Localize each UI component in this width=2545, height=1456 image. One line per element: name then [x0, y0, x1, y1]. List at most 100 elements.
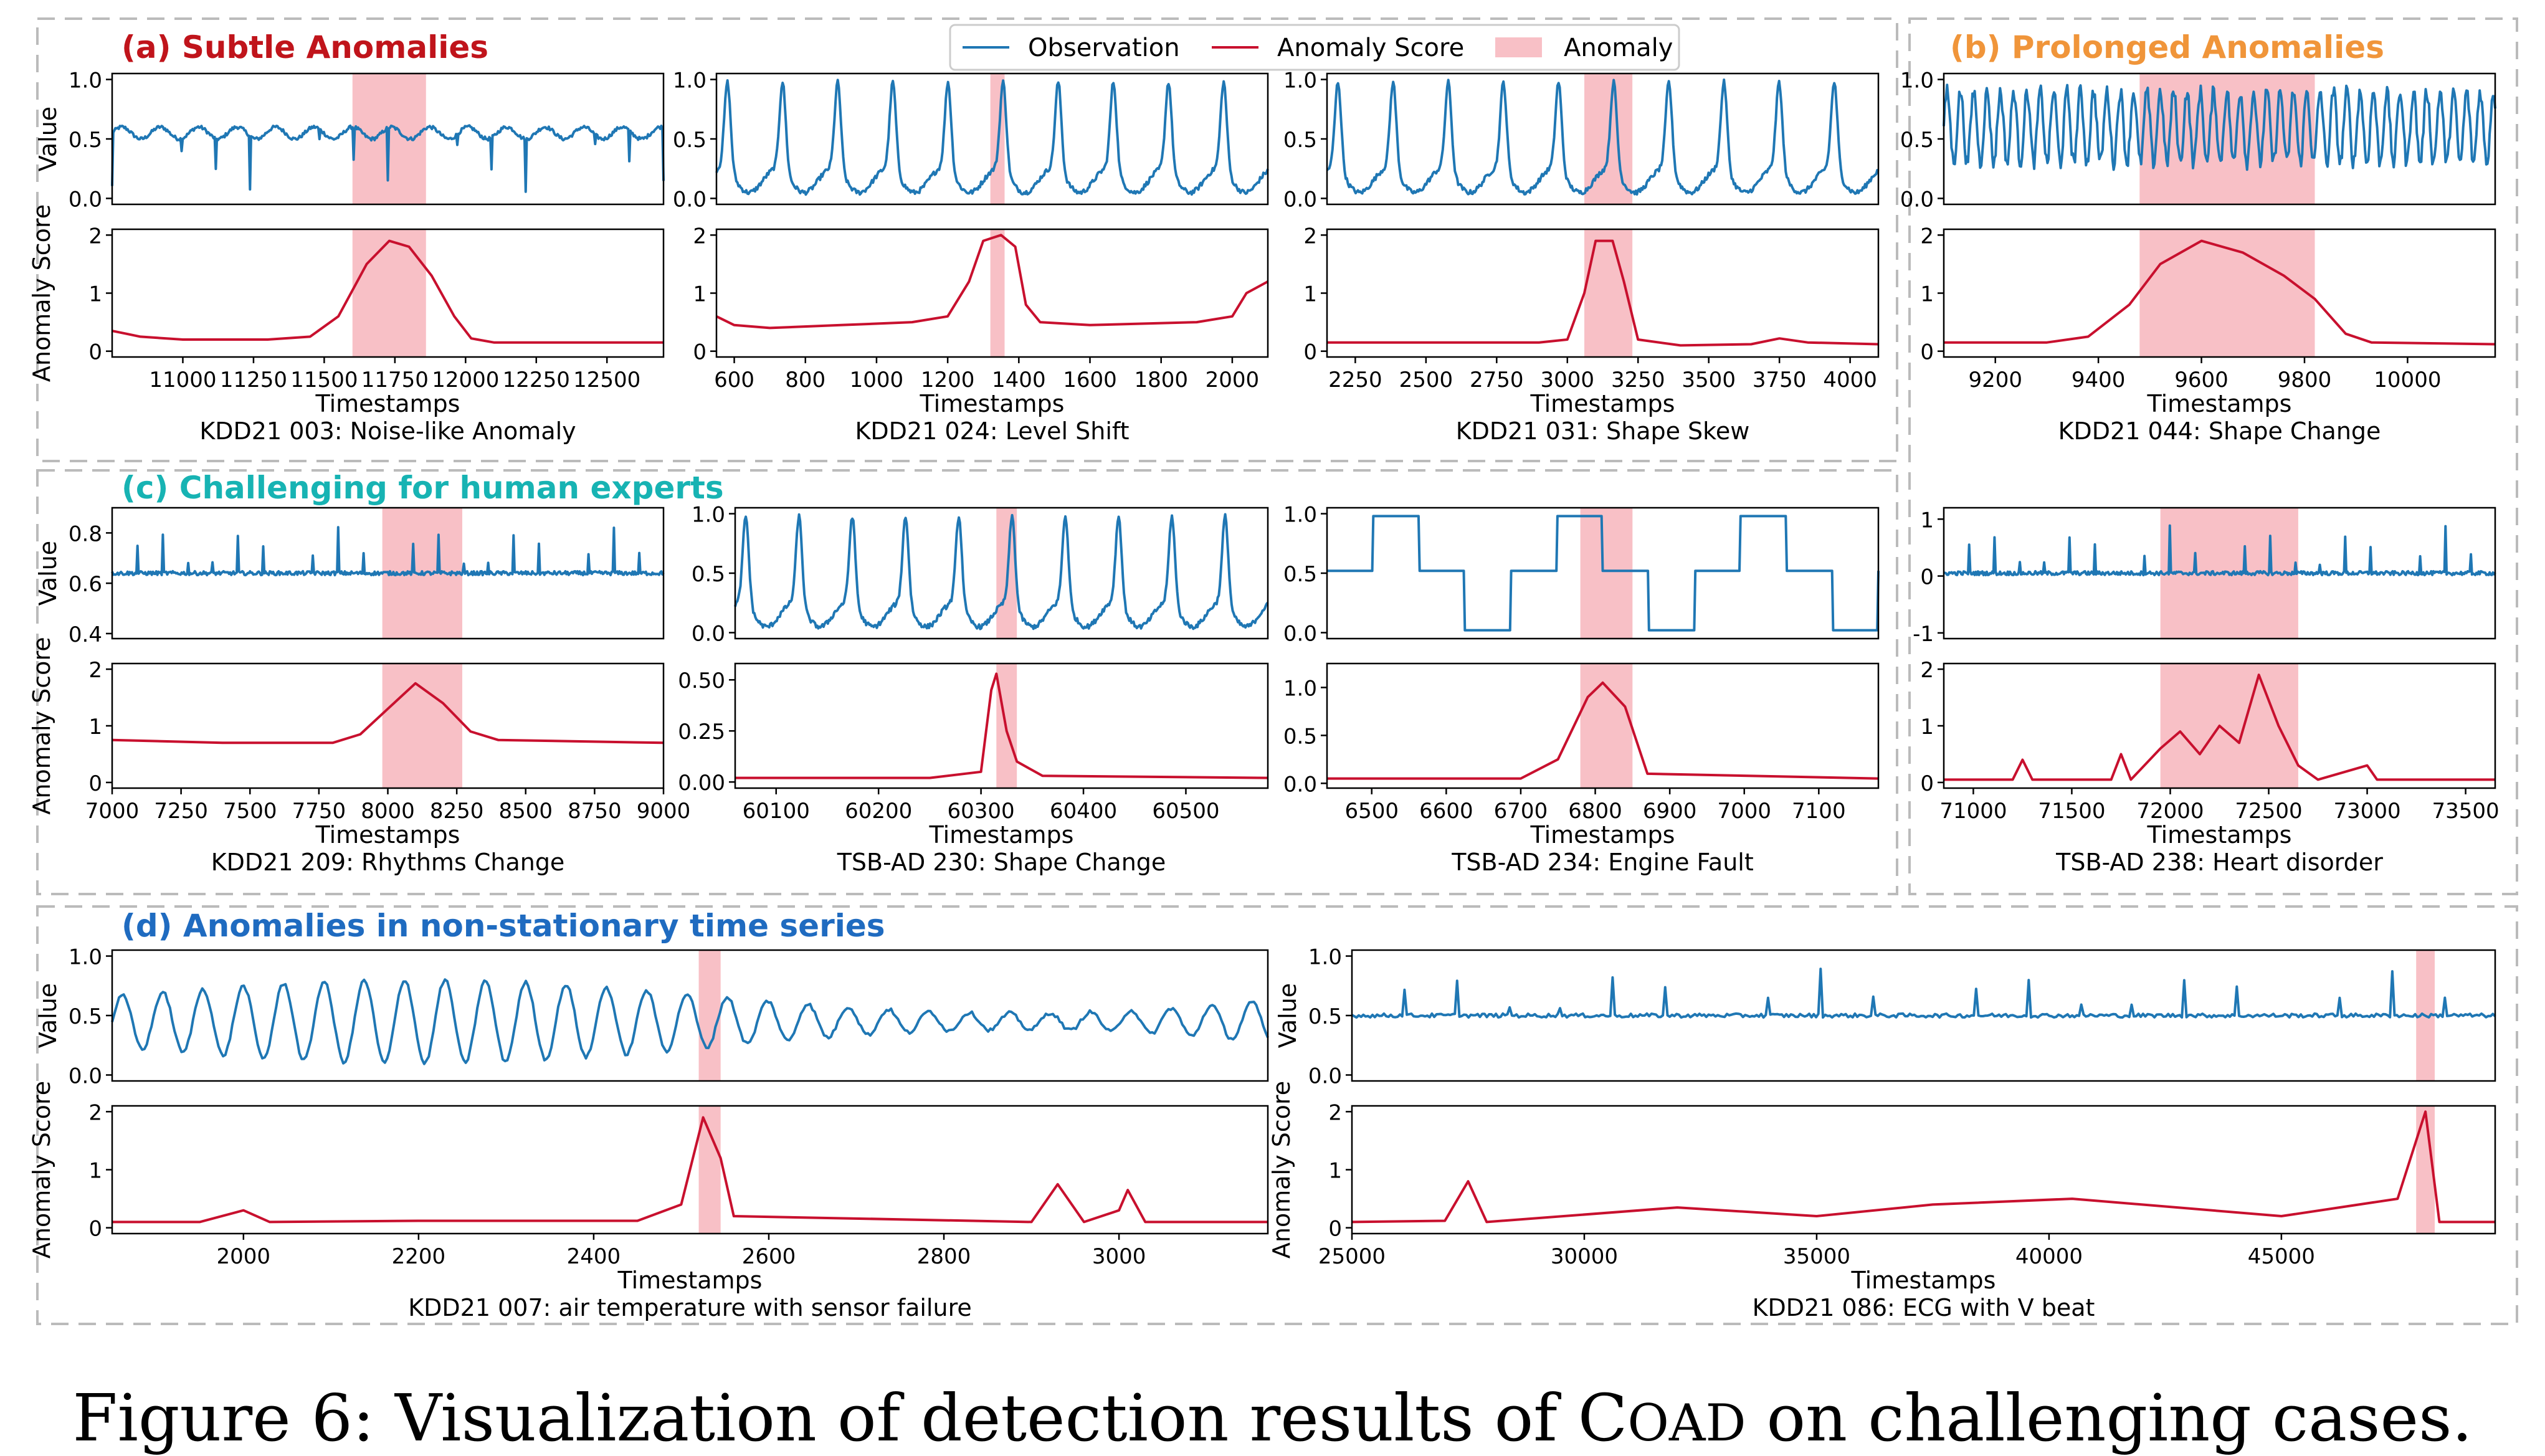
- score-series-line: [1327, 681, 1879, 780]
- observation-subplot: 0.0 0.5 1.0 Value: [34, 69, 665, 212]
- score-subplot: 0 1 2: [1303, 224, 1880, 365]
- y-tick-label: 0: [88, 340, 102, 365]
- y-tick-label: 1.0: [1283, 503, 1317, 528]
- y-tick-label: 0: [1328, 1217, 1342, 1242]
- panel-title: TSB-AD 238: Heart disorder: [2055, 849, 2383, 876]
- anomaly-band: [1580, 508, 1633, 639]
- group-title-d: (d) Anomalies in non-stationary time ser…: [121, 908, 885, 944]
- x-tick-label: 11750: [361, 368, 429, 393]
- y-axis-label-value: Value: [34, 983, 62, 1048]
- panel-7: 0.0 0.5 1.0 0.0 0.5 1.0 6500 6600 6700 6800 6900 70…: [1283, 503, 1880, 876]
- y-tick-label: 0.25: [678, 720, 725, 745]
- y-tick-label: 0.0: [1283, 772, 1317, 797]
- observation-series-line: [1326, 79, 1880, 196]
- x-tick-label: 12250: [503, 368, 570, 393]
- observation-subplot: 0.0 0.5 1.0 Value: [34, 945, 1269, 1088]
- x-tick-label: 7000: [1717, 799, 1771, 824]
- y-tick-label: 1.0: [69, 945, 102, 970]
- y-tick-label: 1: [1328, 1159, 1342, 1184]
- x-axis-label: Timestamps: [1530, 821, 1675, 849]
- x-tick-label: 11000: [149, 368, 216, 393]
- x-axis-label: Timestamps: [315, 390, 460, 417]
- observation-subplot: 0.4 0.6 0.8 Value: [34, 507, 665, 647]
- panel-title: KDD21 024: Level Shift: [855, 417, 1129, 445]
- y-tick-label: 1: [1303, 282, 1317, 307]
- observation-series-line: [1943, 83, 2496, 171]
- x-tick-label: 2500: [1399, 368, 1453, 393]
- x-tick-label: 8500: [498, 799, 553, 824]
- anomaly-band: [990, 229, 1005, 357]
- y-tick-label: 1: [693, 282, 706, 307]
- y-tick-label: 1: [88, 1159, 102, 1184]
- x-tick-label: 40000: [2015, 1244, 2083, 1269]
- x-tick-label: 2400: [567, 1244, 621, 1269]
- group-frame-b: [1908, 17, 2518, 895]
- y-tick-label: 1: [1920, 282, 1934, 307]
- anomaly-band: [2160, 664, 2298, 788]
- y-tick-label: 0.8: [69, 521, 102, 546]
- x-tick-label: 25000: [1318, 1244, 1386, 1269]
- x-tick-label: 4000: [1823, 368, 1877, 393]
- y-tick-label: 0.0: [1308, 1063, 1342, 1088]
- y-tick-label: 2: [1920, 224, 1934, 249]
- panel-4: 0.0 0.5 1.0 0 1 2 9200 9400 9600 9800 10000 Timesta…: [1900, 69, 2496, 445]
- y-axis-label-score: Anomaly Score: [28, 637, 55, 814]
- y-tick-label: 0.5: [692, 562, 725, 587]
- x-tick-label: 3250: [1611, 368, 1665, 393]
- panel-title: KDD21 044: Shape Change: [2058, 417, 2381, 445]
- x-axis-label: Timestamps: [2147, 390, 2292, 417]
- x-tick-label: 60200: [845, 799, 912, 824]
- observation-series-line: [734, 513, 1269, 630]
- x-tick-label: 1600: [1063, 368, 1117, 393]
- x-tick-label: 8250: [430, 799, 484, 824]
- score-series-line: [112, 1116, 1268, 1224]
- score-series-line: [1944, 673, 2495, 781]
- panel-6: 0.0 0.5 1.0 0.00 0.25 0.50 60100 60200 60300 6040…: [678, 503, 1269, 876]
- x-tick-label: 9600: [2174, 368, 2229, 393]
- y-tick-label: 0.0: [673, 187, 706, 212]
- plot-frame: [1943, 507, 2496, 640]
- score-series-line: [112, 239, 664, 344]
- legend-anomaly-label: Anomaly: [1564, 34, 1673, 62]
- y-tick-label: 2: [88, 658, 102, 683]
- x-tick-label: 6800: [1568, 799, 1622, 824]
- panel-8: -1 0 1 0 1 2 71000 71500 72000 72500 73000 73500 Tim…: [1913, 507, 2500, 876]
- x-tick-label: 2000: [217, 1244, 271, 1269]
- anomaly-band: [352, 229, 426, 357]
- observation-subplot: -1 0 1: [1913, 507, 2496, 647]
- y-tick-label: 0.0: [1283, 621, 1317, 646]
- y-tick-label: 1: [1920, 715, 1934, 740]
- legend-observation-label: Observation: [1028, 34, 1180, 62]
- x-axis-label: Timestamps: [2147, 821, 2292, 849]
- x-tick-label: 3750: [1753, 368, 1807, 393]
- y-tick-label: 1: [88, 282, 102, 307]
- y-axis-label-score: Anomaly Score: [1268, 1081, 1295, 1259]
- y-tick-label: 0.0: [1283, 187, 1317, 212]
- plot-frame: [734, 662, 1269, 789]
- y-tick-label: 0.5: [69, 1004, 102, 1029]
- group-frames: [36, 17, 2518, 1325]
- x-tick-label: 45000: [2248, 1244, 2315, 1269]
- x-tick-label: 6500: [1344, 799, 1399, 824]
- x-tick-label: 2800: [917, 1244, 971, 1269]
- observation-subplot: 0.0 0.5 1.0: [673, 69, 1269, 212]
- y-tick-label: 0: [1303, 340, 1317, 365]
- observation-subplot: 0.0 0.5 1.0: [1283, 503, 1880, 646]
- x-axis-label: Timestamps: [929, 821, 1074, 849]
- x-tick-label: 7750: [292, 799, 346, 824]
- panel-title: TSB-AD 230: Shape Change: [837, 849, 1166, 876]
- legend-anomaly-swatch: [1495, 37, 1542, 57]
- x-tick-label: 9400: [2072, 368, 2126, 393]
- x-tick-label: 800: [785, 368, 825, 393]
- y-tick-label: 1.0: [673, 69, 706, 93]
- y-tick-label: 0: [1920, 340, 1934, 365]
- y-tick-label: 1: [1920, 508, 1934, 533]
- score-subplot: 0 1 2 Anomaly Score: [28, 637, 665, 815]
- y-tick-label: 2: [693, 224, 706, 249]
- y-tick-label: 0.00: [678, 771, 725, 796]
- score-subplot: 0 1 2: [693, 224, 1269, 365]
- x-tick-label: 11500: [290, 368, 358, 393]
- x-tick-label: 60400: [1050, 799, 1117, 824]
- x-tick-label: 2200: [392, 1244, 446, 1269]
- x-axis-label: Timestamps: [1851, 1267, 1996, 1294]
